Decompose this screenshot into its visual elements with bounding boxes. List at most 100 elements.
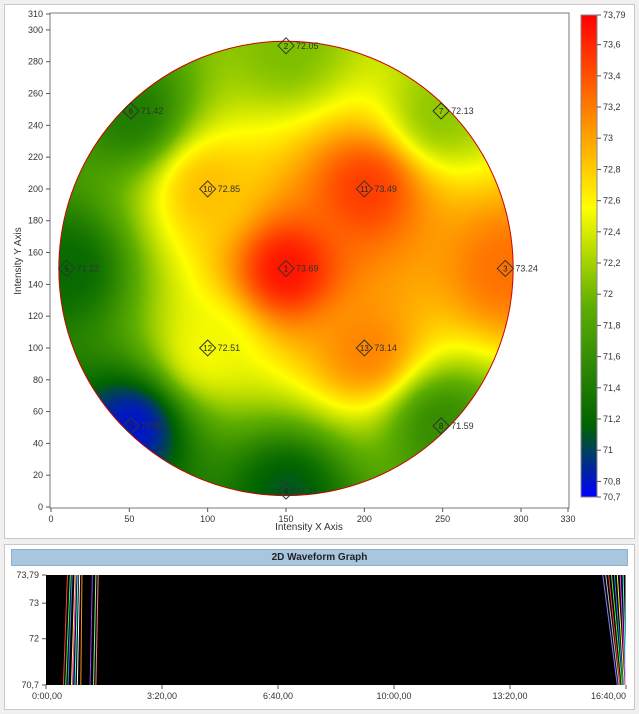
point-value-label: 70.80 bbox=[141, 421, 164, 431]
measurement-point-6[interactable]: 6 71.42 bbox=[122, 102, 164, 120]
point-value-label: 72.05 bbox=[296, 41, 319, 51]
point-value-label: 73.24 bbox=[515, 263, 538, 273]
waveform-trace-1-5 bbox=[616, 574, 625, 686]
point-marker bbox=[355, 339, 374, 357]
waveform-trace-0-2 bbox=[67, 574, 73, 686]
color-scale-bar bbox=[580, 14, 598, 498]
point-id: 4 bbox=[284, 487, 289, 496]
measurement-point-7[interactable]: 7 72.13 bbox=[432, 102, 474, 120]
scale-tick-label: 72,8 bbox=[603, 164, 621, 174]
y-tick-label: 140 bbox=[28, 279, 43, 289]
x-axis-label: Intensity X Axis bbox=[275, 522, 343, 533]
point-id: 7 bbox=[439, 107, 444, 116]
point-marker bbox=[277, 482, 295, 500]
wave-x-tick-label: 3:20,00 bbox=[147, 691, 177, 701]
measurement-point-2[interactable]: 2 72.05 bbox=[277, 37, 319, 55]
contour-map-chart: 0 50 100 150 200 250 300 3300204060801001201401… bbox=[13, 9, 626, 533]
point-value-label: 71.11 bbox=[296, 486, 318, 496]
x-tick-label: 150 bbox=[278, 514, 293, 524]
point-id: 1 bbox=[284, 264, 289, 273]
y-tick-label: 60 bbox=[33, 407, 43, 417]
waveform-trace-0-9 bbox=[93, 574, 97, 686]
measurement-point-5[interactable]: 5 71.22 bbox=[57, 259, 100, 278]
waveform-trace-0-8 bbox=[89, 574, 93, 686]
measurement-points: 1 73.692 72.053 73.244 71.115 71.226 71.42 7 72.… bbox=[57, 37, 538, 500]
wave-y-tick-label: 70,7 bbox=[21, 680, 39, 690]
measurement-point-9[interactable]: 9 70.80 bbox=[122, 417, 164, 435]
x-tick-label: 100 bbox=[200, 514, 215, 524]
y-tick-label: 120 bbox=[28, 311, 43, 321]
y-tick-label: 280 bbox=[28, 57, 43, 67]
y-tick-label: 20 bbox=[33, 470, 43, 480]
point-id: 9 bbox=[129, 422, 134, 431]
measurement-point-1[interactable]: 1 73.69 bbox=[277, 259, 319, 278]
point-value-label: 73.14 bbox=[374, 343, 397, 353]
wave-x-tick-label: 13:20,00 bbox=[492, 691, 527, 701]
waveform-trace-0-6 bbox=[76, 574, 81, 686]
point-id: 8 bbox=[439, 422, 444, 431]
measurement-point-3[interactable]: 3 73.24 bbox=[496, 259, 538, 278]
y-tick-label: 220 bbox=[28, 152, 43, 162]
point-id: 3 bbox=[503, 264, 508, 273]
waveform-trace-0-0 bbox=[62, 574, 68, 686]
waveform-trace-0-1 bbox=[65, 574, 71, 686]
x-tick-label: 300 bbox=[513, 514, 528, 524]
y-tick-label: 200 bbox=[28, 184, 43, 194]
wave-y-tick-label: 73 bbox=[29, 598, 39, 608]
waveform-panel: 2D Waveform Graph 0:00,00 3:20,00 6:40,00 1… bbox=[4, 544, 635, 710]
measurement-point-4[interactable]: 4 71.11 bbox=[277, 482, 318, 500]
contour-map-panel: 0 50 100 150 200 250 300 330 0 20 40 60 80 100 120 140 1… bbox=[4, 4, 635, 539]
y-tick-label: 300 bbox=[28, 25, 43, 35]
waveform-trace-0-10 bbox=[95, 574, 99, 686]
scale-tick-label: 72,4 bbox=[603, 227, 621, 237]
point-value-label: 71.59 bbox=[451, 421, 474, 431]
y-tick-label: 0 bbox=[38, 502, 43, 512]
wave-x-tick-label: 0:00,00 bbox=[32, 691, 62, 701]
point-id: 2 bbox=[284, 42, 289, 51]
wave-x-tick-label: 10:00,00 bbox=[376, 691, 411, 701]
scale-tick-label: 73,6 bbox=[603, 40, 621, 50]
y-tick-label: 160 bbox=[28, 248, 43, 258]
measurement-point-8[interactable]: 8 71.59 bbox=[432, 417, 474, 435]
x-tick-label: 250 bbox=[435, 514, 450, 524]
wave-y-tick-label: 72 bbox=[29, 634, 39, 644]
point-marker bbox=[277, 37, 295, 55]
point-id: 12 bbox=[203, 344, 212, 353]
scale-tick-label: 73,2 bbox=[603, 102, 621, 112]
point-marker bbox=[432, 417, 450, 435]
scale-tick-label: 72 bbox=[603, 289, 613, 299]
scale-tick-label: 73 bbox=[603, 133, 613, 143]
scale-tick-label: 73,4 bbox=[603, 71, 621, 81]
waveform-trace-1-1 bbox=[605, 574, 620, 686]
waveform-trace-1-0 bbox=[602, 574, 618, 686]
measurement-point-12[interactable]: 12 72.51 bbox=[198, 339, 241, 357]
scale-tick-label: 70,8 bbox=[603, 476, 621, 486]
point-marker bbox=[198, 339, 217, 357]
point-marker bbox=[122, 417, 140, 435]
point-value-label: 72.85 bbox=[218, 184, 241, 194]
point-value-label: 72.13 bbox=[451, 106, 474, 116]
waveform-plot-area bbox=[46, 575, 626, 685]
point-value-label: 73.49 bbox=[374, 184, 397, 194]
scale-tick-label: 71 bbox=[603, 445, 613, 455]
point-marker bbox=[122, 102, 140, 120]
measurement-point-13[interactable]: 13 73.14 bbox=[355, 339, 397, 357]
waveform-trace-0-7 bbox=[80, 574, 83, 686]
point-value-label: 71.22 bbox=[77, 263, 100, 273]
x-tick-label: 0 bbox=[48, 514, 53, 524]
point-id: 6 bbox=[129, 107, 134, 116]
waveform-title: 2D Waveform Graph bbox=[11, 549, 628, 566]
point-marker bbox=[496, 259, 515, 278]
wave-x-tick-label: 6:40,00 bbox=[263, 691, 293, 701]
waveform-axes: 0:00,00 3:20,00 6:40,00 10:00,00 13:20,00 16:… bbox=[16, 570, 627, 701]
point-marker bbox=[277, 259, 295, 278]
waveform-trace-1-6 bbox=[619, 574, 626, 686]
measurement-point-10[interactable]: 10 72.85 bbox=[198, 180, 241, 198]
x-tick-label: 330 bbox=[560, 514, 575, 524]
measurement-point-11[interactable]: 11 73.49 bbox=[355, 180, 397, 198]
scale-tick-label: 73,79 bbox=[603, 10, 626, 20]
point-value-label: 71.42 bbox=[141, 106, 164, 116]
x-tick-label: 50 bbox=[124, 514, 134, 524]
y-tick-label: 260 bbox=[28, 89, 43, 99]
point-value-label: 72.51 bbox=[218, 343, 241, 353]
